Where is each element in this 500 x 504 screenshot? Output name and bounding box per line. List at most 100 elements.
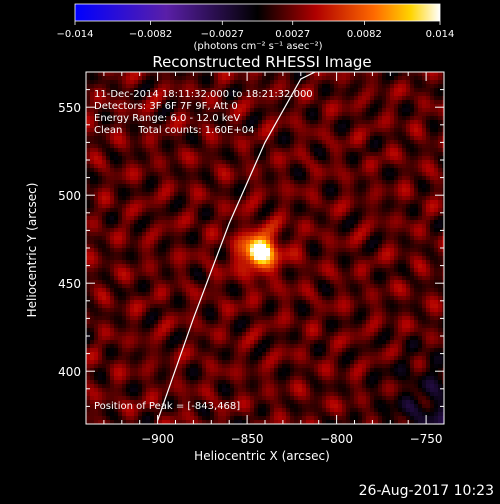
heatmap-cell xyxy=(206,164,210,168)
heatmap-cell xyxy=(410,148,414,152)
heatmap-cell xyxy=(110,264,114,268)
heatmap-cell xyxy=(250,208,254,212)
heatmap-cell xyxy=(102,148,106,152)
heatmap-cell xyxy=(326,244,330,248)
heatmap-cell xyxy=(98,144,102,148)
heatmap-cell xyxy=(286,196,290,200)
heatmap-cell xyxy=(418,144,422,148)
heatmap-cell xyxy=(146,236,150,240)
heatmap-cell xyxy=(418,176,422,180)
heatmap-cell xyxy=(110,240,114,244)
heatmap-cell xyxy=(342,96,346,100)
heatmap-cell xyxy=(86,136,90,140)
heatmap-cell xyxy=(234,216,238,220)
heatmap-cell xyxy=(98,268,102,272)
heatmap-cell xyxy=(206,184,210,188)
heatmap-cell xyxy=(338,76,342,80)
heatmap-cell xyxy=(170,164,174,168)
heatmap-cell xyxy=(302,264,306,268)
heatmap-cell xyxy=(150,172,154,176)
heatmap-cell xyxy=(402,268,406,272)
heatmap-cell xyxy=(298,204,302,208)
heatmap-cell xyxy=(398,280,402,284)
heatmap-cell xyxy=(170,256,174,260)
heatmap-cell xyxy=(138,212,142,216)
heatmap-cell xyxy=(258,276,262,280)
heatmap-cell xyxy=(354,144,358,148)
heatmap-cell xyxy=(186,288,190,292)
heatmap-cell xyxy=(426,280,430,284)
heatmap-cell xyxy=(266,144,270,148)
heatmap-cell xyxy=(154,256,158,260)
heatmap-cell xyxy=(238,104,242,108)
heatmap-cell xyxy=(318,104,322,108)
heatmap-cell xyxy=(306,284,310,288)
heatmap-cell xyxy=(402,216,406,220)
heatmap-cell xyxy=(346,176,350,180)
heatmap-cell xyxy=(210,136,214,140)
heatmap-cell xyxy=(330,280,334,284)
heatmap-cell xyxy=(90,200,94,204)
heatmap-cell xyxy=(386,116,390,120)
heatmap-cell xyxy=(214,172,218,176)
heatmap-cell xyxy=(258,144,262,148)
heatmap-cell xyxy=(422,128,426,132)
heatmap-cell xyxy=(154,156,158,160)
heatmap-cell xyxy=(310,212,314,216)
heatmap-cell xyxy=(246,112,250,116)
heatmap-cell xyxy=(266,224,270,228)
heatmap-cell xyxy=(302,72,306,76)
heatmap-cell xyxy=(86,84,90,88)
heatmap-cell xyxy=(270,140,274,144)
heatmap-cell xyxy=(94,76,98,80)
heatmap-cell xyxy=(358,200,362,204)
heatmap-cell xyxy=(186,160,190,164)
heatmap-cell xyxy=(254,184,258,188)
heatmap-cell xyxy=(290,108,294,112)
colorbar-gradient xyxy=(75,4,440,21)
heatmap-cell xyxy=(186,156,190,160)
heatmap-cell xyxy=(286,272,290,276)
heatmap-cell xyxy=(386,88,390,92)
heatmap-cell xyxy=(402,240,406,244)
heatmap-cell xyxy=(366,252,370,256)
heatmap-cell xyxy=(238,80,242,84)
heatmap-cell xyxy=(90,152,94,156)
heatmap-cell xyxy=(422,96,426,100)
heatmap-cell xyxy=(338,104,342,108)
heatmap-cell xyxy=(418,240,422,244)
heatmap-cell xyxy=(386,196,390,200)
heatmap-cell xyxy=(346,148,350,152)
heatmap-cell xyxy=(110,160,114,164)
heatmap-cell xyxy=(126,228,130,232)
heatmap-cell xyxy=(354,280,358,284)
heatmap-cell xyxy=(414,188,418,192)
heatmap-cell xyxy=(114,160,118,164)
heatmap-cell xyxy=(394,232,398,236)
heatmap-cell xyxy=(258,264,262,268)
heatmap-cell xyxy=(430,224,434,228)
heatmap-cell xyxy=(102,172,106,176)
heatmap-cell xyxy=(366,232,370,236)
heatmap-cell xyxy=(110,288,114,292)
heatmap-cell xyxy=(110,208,114,212)
heatmap-cell xyxy=(362,84,366,88)
heatmap-cell xyxy=(278,184,282,188)
heatmap-cell xyxy=(142,76,146,80)
heatmap-cell xyxy=(302,216,306,220)
heatmap-cell xyxy=(346,92,350,96)
heatmap-cell xyxy=(258,76,262,80)
heatmap-cell xyxy=(310,136,314,140)
heatmap-cell xyxy=(378,144,382,148)
heatmap-cell xyxy=(330,240,334,244)
heatmap-cell xyxy=(326,128,330,132)
heatmap-cell xyxy=(270,84,274,88)
heatmap-cell xyxy=(206,256,210,260)
heatmap-cell xyxy=(350,100,354,104)
heatmap-cell xyxy=(278,148,282,152)
heatmap-cell xyxy=(402,140,406,144)
heatmap-cell xyxy=(274,216,278,220)
heatmap-cell xyxy=(338,280,342,284)
heatmap-cell xyxy=(422,240,426,244)
heatmap-cell xyxy=(430,156,434,160)
